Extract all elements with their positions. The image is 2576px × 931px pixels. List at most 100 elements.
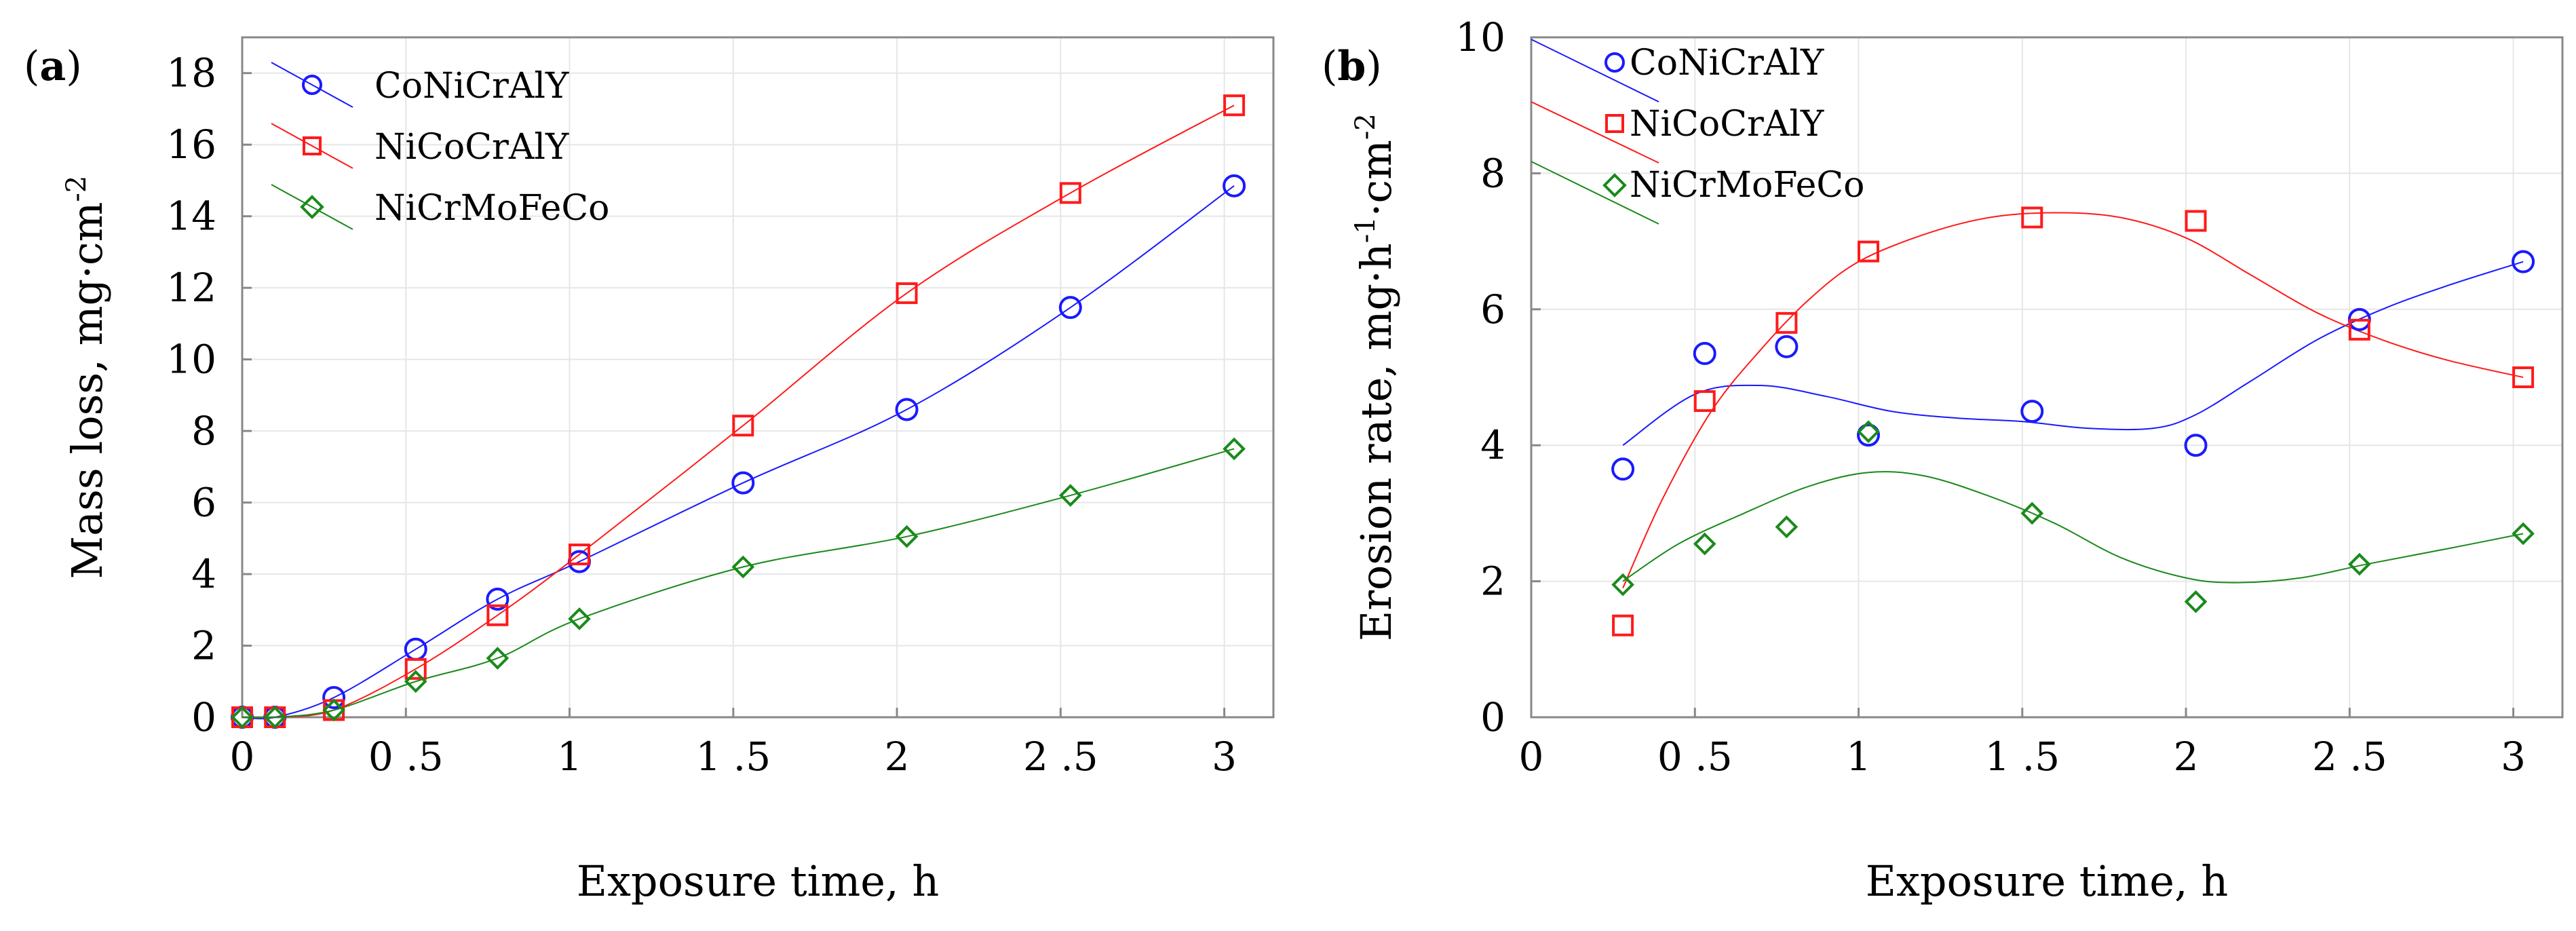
data-point-nicocraly [732, 415, 754, 437]
data-point-nicocraly [404, 658, 427, 680]
panel-b-legend-label-coni: CoNiCrAlY [1630, 43, 1824, 83]
y-tick-label: 10 [1455, 14, 1505, 60]
data-point-nicocraly [2348, 318, 2370, 341]
panel-b-legend-item-nicr: NiCrMoFeCo [1531, 161, 1864, 225]
data-point-nicrmofeco [322, 698, 345, 722]
data-point-conicraly [895, 398, 919, 421]
panel-a-legend-label-coni: CoNiCrAlY [374, 66, 569, 107]
data-point-nicrmofeco [2020, 501, 2044, 525]
panel-a-y-tick-labels: 0 2 4 6 8 10 12 14 16 18 [166, 50, 216, 740]
x-tick-label: 1 [1846, 734, 1871, 780]
data-point-nicrmofeco [1775, 515, 1799, 539]
x-tick-label: 1 .5 [1984, 734, 2060, 780]
series-line-nicrmofeco [242, 448, 1235, 719]
x-tick-label: 2 [885, 734, 910, 780]
legend-diamond-marker [300, 195, 324, 219]
data-point-nicrmofeco [1693, 532, 1716, 556]
x-tick-label: 0 [230, 734, 255, 780]
data-point-nicrmofeco [2184, 590, 2208, 613]
y-tick-label: 4 [191, 551, 216, 597]
data-point-nicocraly [2185, 210, 2207, 232]
panel-b-y-axis-label: Erosion rate, mg·h-1·cm-2 [1350, 113, 1401, 641]
y-tick-label: 8 [1480, 150, 1505, 196]
panel-a-legend-item-coni: CoNiCrAlY [271, 62, 569, 108]
x-tick-label: 2 .5 [1023, 734, 1098, 780]
x-tick-label: 0 .5 [368, 734, 444, 780]
data-point-nicrmofeco [1611, 573, 1634, 596]
y-tick-label: 12 [166, 265, 216, 311]
panel-b-markers [1611, 206, 2535, 636]
panel-a-x-tick-labels: 0 0 .5 1 1 .5 2 2 .5 3 [230, 734, 1237, 780]
data-point-nicrmofeco [1058, 484, 1082, 507]
x-tick-label: 2 [2174, 734, 2199, 780]
data-point-nicocraly [2512, 366, 2535, 388]
x-tick-label: 2 .5 [2312, 734, 2387, 780]
y-tick-label: 18 [166, 50, 216, 96]
series-line-nicrmofeco [1622, 471, 2524, 584]
y-tick-label: 6 [1480, 286, 1505, 332]
panel-a-x-axis-label: Exposure time, h [577, 856, 940, 906]
data-point-nicrmofeco [231, 706, 254, 729]
panel-a: 0 0 .5 1 1 .5 2 2 .5 3 0 2 4 6 8 10 12 14 16 18 (a) Exp… [24, 36, 1275, 906]
data-point-conicraly [2512, 250, 2535, 273]
panel-a-grid [241, 37, 1273, 719]
data-point-conicraly [322, 685, 346, 709]
data-point-nicocraly [1059, 182, 1081, 204]
legend-square-marker [303, 136, 322, 155]
panel-b-legend-label-nicr: NiCrMoFeCo [1630, 165, 1864, 206]
data-point-nicocraly [1612, 614, 1634, 636]
y-tick-label: 2 [1480, 558, 1505, 605]
data-point-nicocraly [1775, 311, 1798, 334]
y-tick-label: 8 [191, 408, 216, 454]
panel-b-plot-frame [1530, 36, 2564, 719]
data-point-nicrmofeco [486, 647, 510, 670]
data-point-nicrmofeco [1223, 437, 1246, 461]
data-point-nicrmofeco [568, 607, 591, 630]
series-line-conicraly [1622, 261, 2524, 446]
data-point-conicraly [731, 471, 755, 495]
data-point-conicraly [1223, 174, 1246, 197]
panel-a-legend-label-nico: NiCoCrAlY [374, 127, 569, 168]
data-point-conicraly [1611, 457, 1635, 481]
data-point-conicraly [486, 587, 510, 611]
panel-a-label: (a) [24, 43, 82, 90]
data-point-nicrmofeco [895, 525, 919, 548]
panel-a-plot-frame [241, 36, 1275, 719]
panel-b-legend-item-coni: CoNiCrAlY [1531, 39, 1824, 102]
y-tick-label: 0 [191, 694, 216, 740]
legend-circle-marker [1604, 52, 1625, 73]
legend-circle-marker [302, 75, 322, 95]
y-tick-label: 4 [1480, 422, 1505, 468]
data-point-nicrmofeco [2512, 522, 2535, 546]
panel-b-legend: CoNiCrAlY NiCoCrAlY NiCrMoFeCo [1531, 39, 1864, 225]
x-tick-label: 3 [1212, 734, 1237, 780]
panel-a-markers [231, 94, 1246, 729]
panel-a-legend: CoNiCrAlY NiCoCrAlY NiCrMoFeCo [271, 62, 609, 230]
data-point-nicocraly [896, 282, 918, 305]
x-tick-label: 3 [2501, 734, 2526, 780]
data-point-conicraly [2184, 434, 2208, 457]
y-tick-label: 16 [166, 121, 216, 168]
x-tick-label: 0 [1519, 734, 1544, 780]
panel-b-label: (b) [1322, 43, 1382, 90]
panel-b-legend-label-nico: NiCoCrAlY [1630, 104, 1824, 145]
data-point-nicocraly [486, 604, 509, 626]
legend-diamond-marker [1602, 173, 1627, 197]
series-line-nicocraly [1622, 212, 2524, 589]
panel-b-x-tick-labels: 0 0 .5 1 1 .5 2 2 .5 3 [1519, 734, 2526, 780]
x-tick-label: 1 .5 [695, 734, 771, 780]
panel-b-x-axis-label: Exposure time, h [1866, 856, 2229, 906]
data-point-conicraly [1058, 296, 1082, 320]
data-point-nicrmofeco [1857, 420, 1880, 443]
y-tick-label: 10 [166, 337, 216, 383]
data-point-nicrmofeco [263, 706, 287, 729]
series-line-conicraly [242, 185, 1235, 720]
data-point-nicrmofeco [731, 555, 755, 579]
legend-square-marker [1605, 114, 1624, 133]
panel-b-curves [1622, 212, 2524, 589]
data-point-nicocraly [1858, 240, 1880, 263]
panel-b: 0 0 .5 1 1 .5 2 2 .5 3 0 2 4 6 8 10 (b) Exposure ti… [1322, 14, 2564, 906]
data-point-nicrmofeco [404, 670, 427, 694]
data-point-conicraly [1775, 335, 1799, 358]
